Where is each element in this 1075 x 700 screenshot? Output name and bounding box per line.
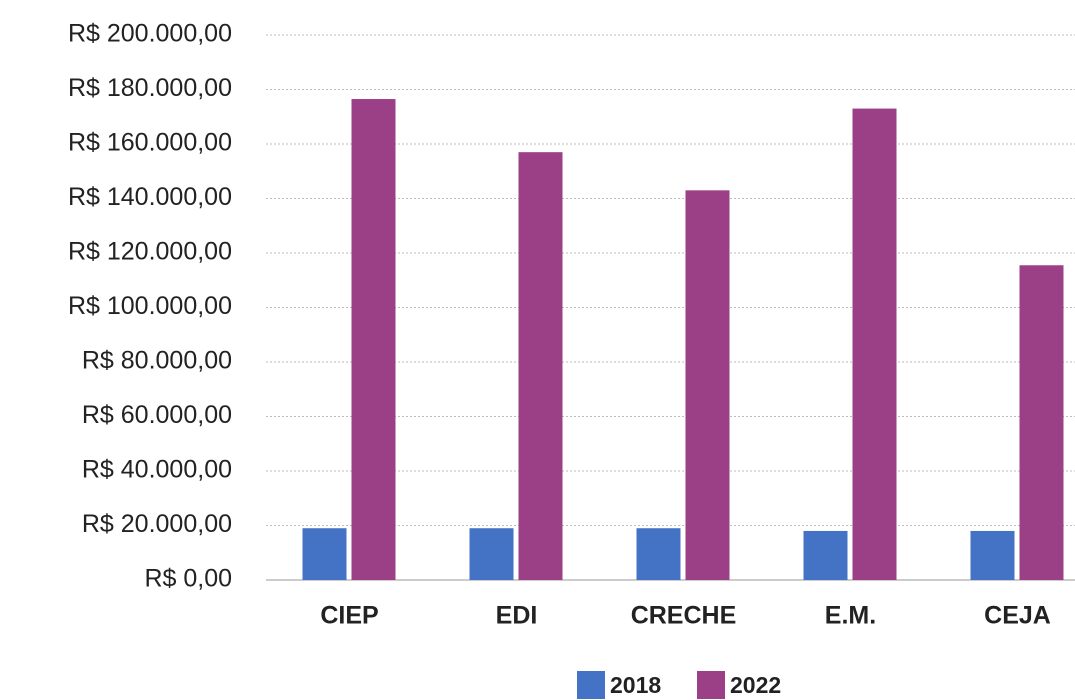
bar	[351, 99, 396, 580]
x-tick-label: EDI	[496, 602, 538, 630]
bar	[636, 528, 681, 580]
bar	[518, 152, 563, 581]
legend-label: 2018	[610, 672, 661, 698]
x-tick-label: CIEP	[320, 602, 378, 630]
bar	[852, 108, 897, 580]
y-tick-label: R$ 100.000,00	[68, 292, 232, 320]
y-tick-label: R$ 200.000,00	[68, 20, 232, 48]
y-tick-label: R$ 20.000,00	[82, 510, 232, 538]
bar	[685, 190, 730, 580]
x-tick-label: CRECHE	[631, 602, 737, 630]
bar	[1019, 265, 1064, 580]
x-tick-label: E.M.	[825, 602, 876, 630]
y-tick-label: R$ 80.000,00	[82, 347, 232, 375]
bar	[803, 530, 848, 580]
y-tick-label: R$ 60.000,00	[82, 401, 232, 429]
legend-swatch	[697, 671, 725, 699]
y-tick-label: R$ 140.000,00	[68, 183, 232, 211]
y-tick-label: R$ 160.000,00	[68, 129, 232, 157]
bar	[302, 528, 347, 580]
bar	[970, 530, 1015, 580]
x-tick-label: CEJA	[984, 602, 1051, 630]
y-tick-label: R$ 180.000,00	[68, 74, 232, 102]
legend-swatch	[577, 671, 605, 699]
y-tick-label: R$ 40.000,00	[82, 456, 232, 484]
legend-label: 2022	[730, 672, 781, 698]
y-tick-label: R$ 0,00	[144, 565, 232, 593]
y-tick-label: R$ 120.000,00	[68, 238, 232, 266]
bar	[469, 528, 514, 580]
